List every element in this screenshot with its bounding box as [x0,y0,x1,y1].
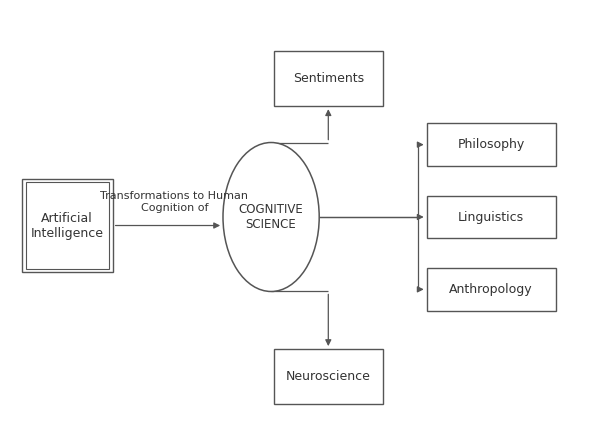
Bar [22,179,112,273]
Bar [427,196,556,238]
Text: Sentiments: Sentiments [293,72,364,85]
Bar [274,51,383,106]
Bar [26,182,109,270]
Bar [274,349,383,404]
Text: Transformations to Human
Cognition of: Transformations to Human Cognition of [101,191,248,213]
Bar [427,268,556,311]
Text: Neuroscience: Neuroscience [286,370,371,383]
Bar [427,123,556,166]
Text: COGNITIVE
SCIENCE: COGNITIVE SCIENCE [239,203,303,231]
Text: Linguistics: Linguistics [458,210,524,224]
Ellipse shape [223,142,319,292]
Text: Artificial
Intelligence: Artificial Intelligence [31,211,104,240]
Text: Philosophy: Philosophy [458,138,525,151]
Text: Anthropology: Anthropology [449,283,533,296]
